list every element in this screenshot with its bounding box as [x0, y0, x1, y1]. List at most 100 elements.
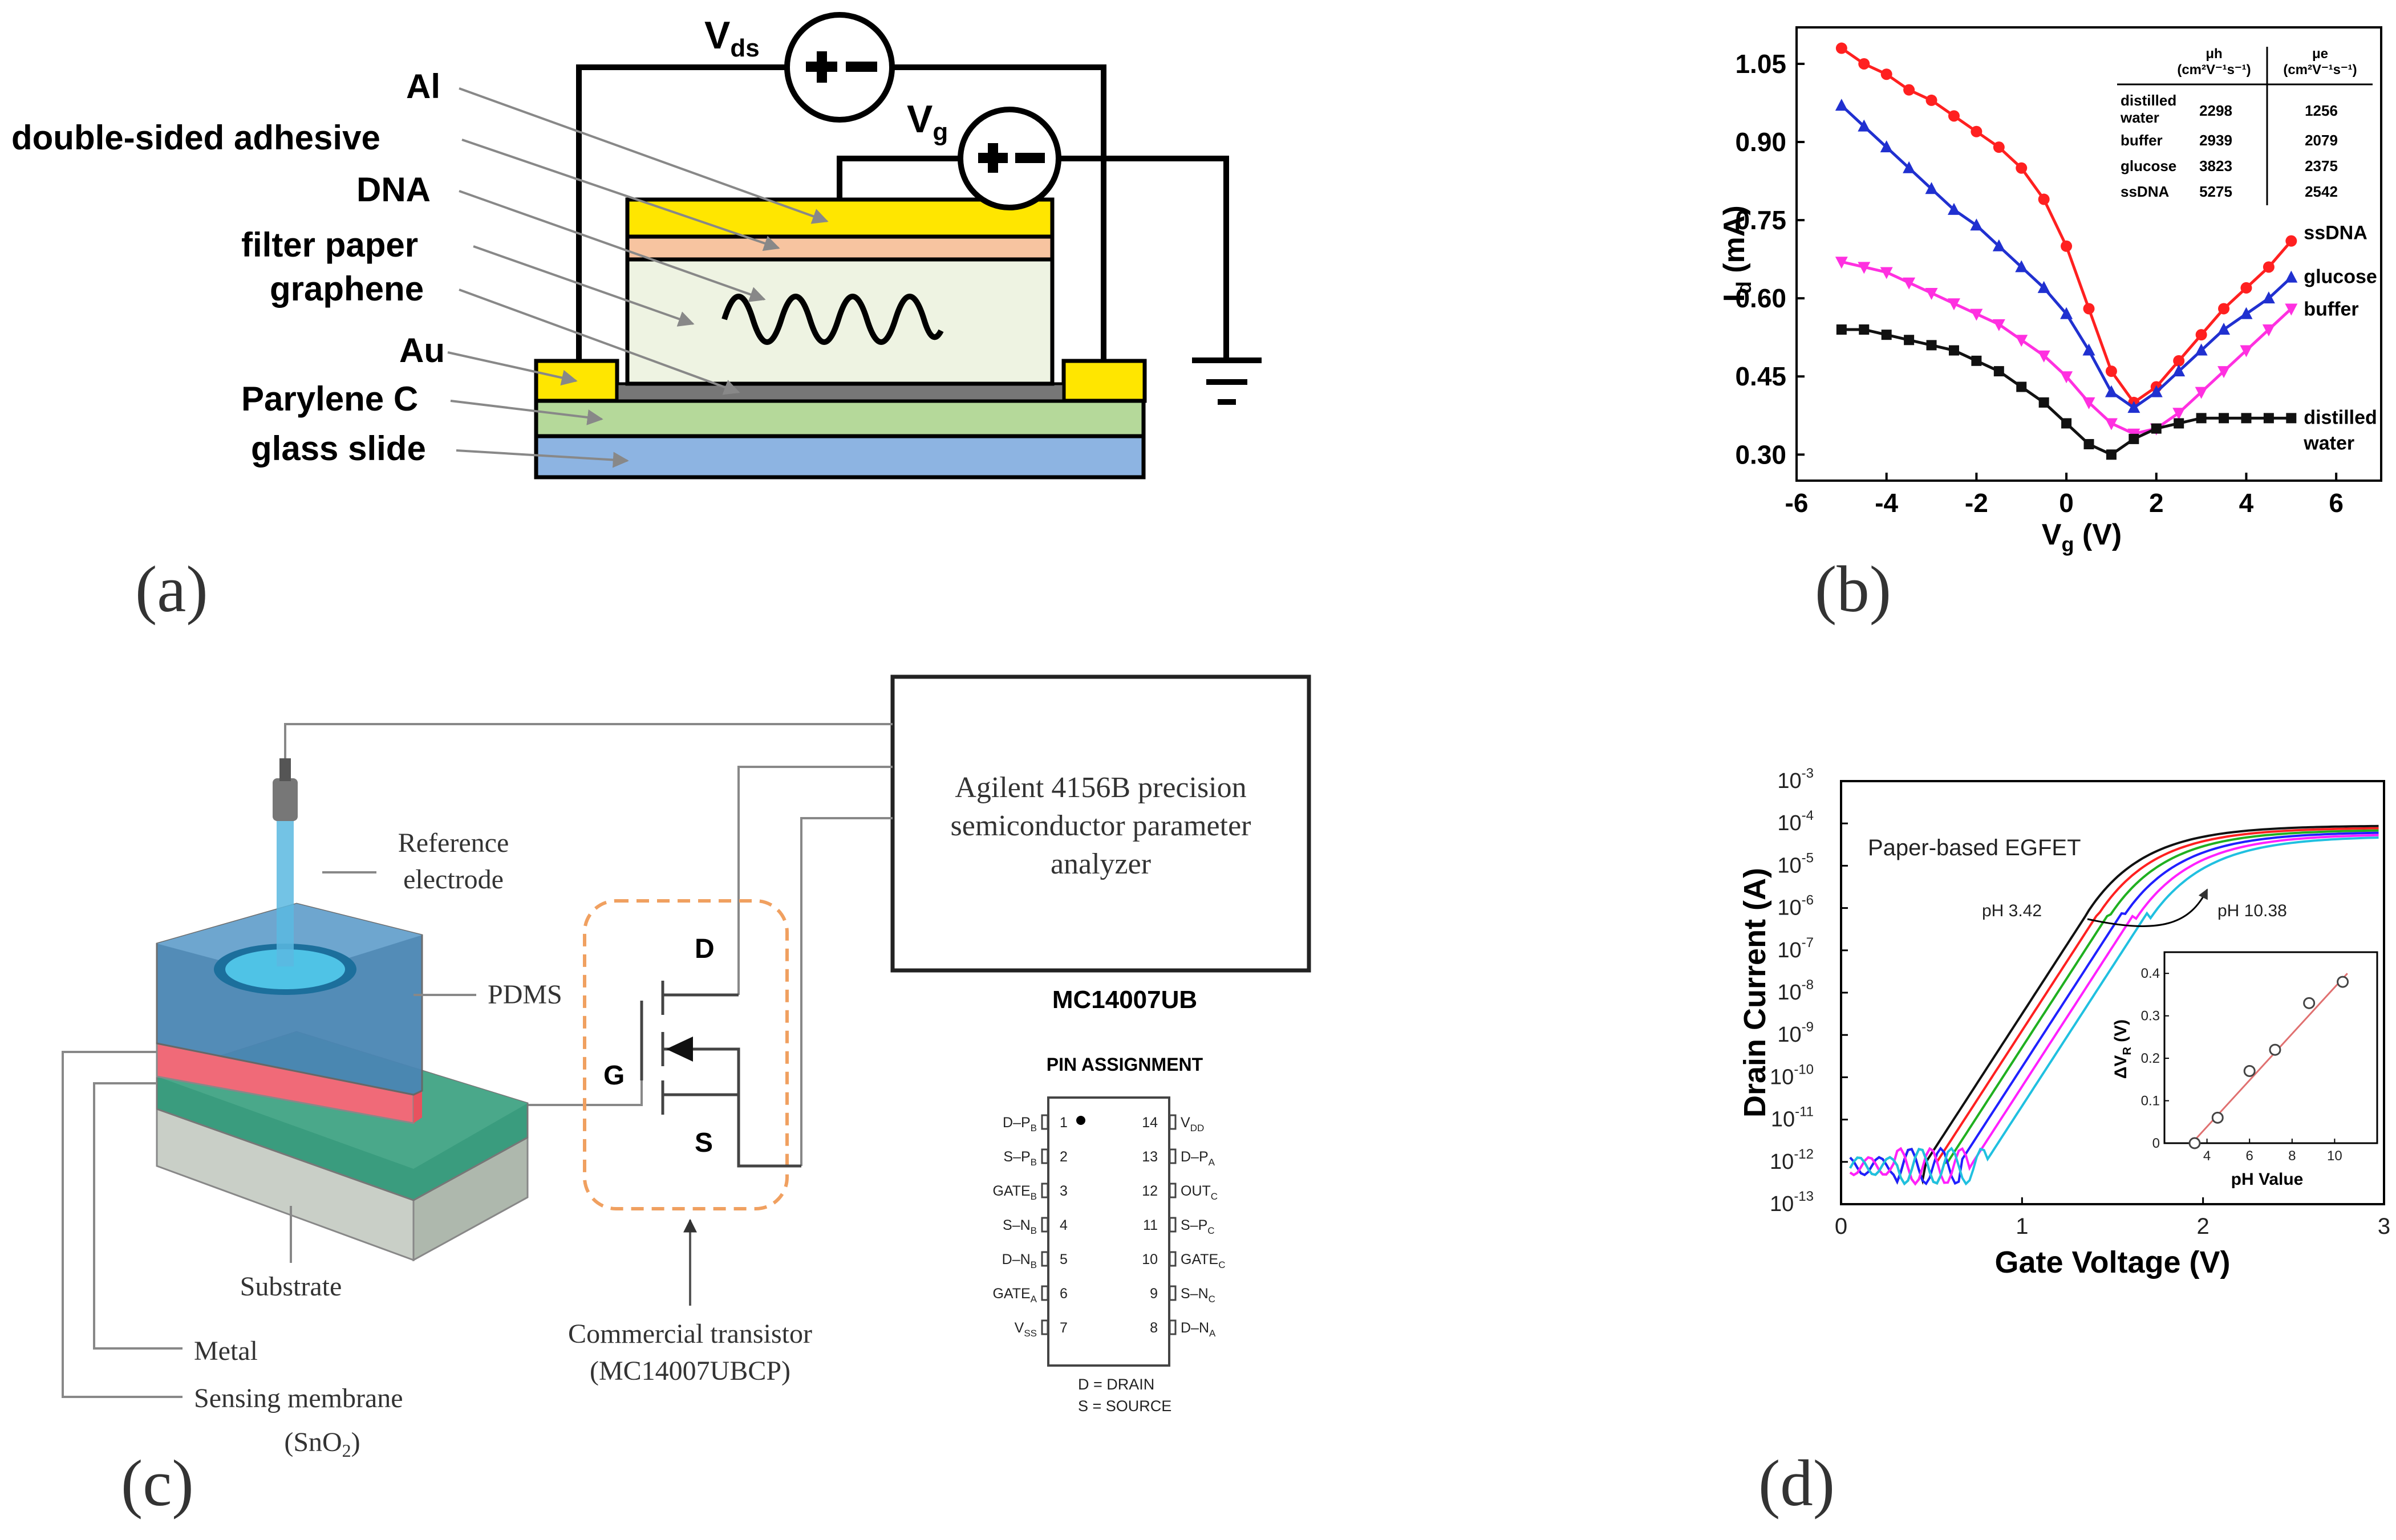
- b-data-point: [2196, 413, 2207, 424]
- table-row-name: distilled: [2121, 92, 2176, 109]
- b-label-glucose: glucose: [2304, 266, 2377, 288]
- b-xtick-label: 2: [2149, 488, 2164, 518]
- plot-d-x-axis: 0 1 2 3: [1835, 1197, 2390, 1239]
- b-ytick-label: 0.90: [1735, 127, 1786, 157]
- b-ytick-label: 0.60: [1735, 283, 1786, 313]
- table-col-e-unit: (cm²V⁻¹s⁻¹): [2283, 62, 2357, 78]
- b-data-point: [1925, 94, 1937, 106]
- analyzer-line-2: semiconductor parameter: [951, 810, 1251, 842]
- b-data-point: [1881, 330, 1892, 340]
- d-ytick-label: 10-7: [1777, 935, 1814, 962]
- chip-pin-left: [1041, 1183, 1049, 1198]
- b-data-point: [2015, 335, 2028, 347]
- inset-xtick-label: 6: [2246, 1148, 2253, 1164]
- d-ytick-label: 10-13: [1770, 1189, 1814, 1216]
- chip-pin-left-num: 6: [1060, 1286, 1068, 1302]
- b-data-point: [1947, 202, 1960, 215]
- chip-pin-right-num: 9: [1150, 1286, 1158, 1302]
- chip-pin-right-num: 10: [1142, 1251, 1158, 1267]
- label-filter-paper: filter paper: [241, 226, 418, 264]
- pin-s-label: S: [695, 1128, 713, 1158]
- d-ytick-label: 10-10: [1770, 1062, 1814, 1089]
- transistor-label-1: Commercial transistor: [568, 1319, 812, 1349]
- b-data-point: [2263, 261, 2275, 273]
- inset-data-point: [2188, 1137, 2201, 1149]
- b-data-point: [2285, 235, 2297, 247]
- b-data-point: [2240, 307, 2253, 319]
- b-data-point: [1858, 119, 1871, 132]
- chip-pin-right-num: 8: [1150, 1320, 1158, 1336]
- b-data-point: [2105, 418, 2118, 430]
- graphene-layer: [615, 382, 1065, 403]
- inset-xtick-label: 10: [2327, 1148, 2342, 1164]
- metal-pointer: [93, 1082, 183, 1350]
- plot-d-y-axis: 10-3 10-4 10-5 10-6 10-7 10-8 10-9 10-10 10-11 10…: [1770, 766, 1848, 1216]
- inset-ytick-label: 0.1: [2141, 1094, 2160, 1109]
- pin-g-label: G: [603, 1060, 625, 1091]
- b-data-point: [2106, 449, 2117, 460]
- chip-pin-left: [1041, 1114, 1049, 1130]
- b-data-point: [1992, 319, 2005, 331]
- b-label-ssdna: ssDNA: [2304, 222, 2367, 244]
- b-data-point: [2151, 423, 2162, 434]
- chip-pin-left-num: 5: [1060, 1251, 1068, 1267]
- b-data-point: [2083, 439, 2094, 450]
- chip-pins-right: 14 VDD 13 D–PA 12 OUTC 11 S–PC 10 GATEC 9 S–NC 8 D–NA: [1142, 1114, 1226, 1339]
- inset-ytick-label: 0.4: [2141, 966, 2160, 981]
- b-data-point: [1926, 340, 1937, 351]
- inset-plot: 4 6 8 10 0 0.1 0.2 0.3 0.4: [2141, 966, 2349, 1164]
- ground-wire: [1058, 156, 1229, 360]
- b-data-point: [1971, 125, 1983, 137]
- chip-pin-right-name: S–PC: [1181, 1217, 1215, 1236]
- b-label-water: water: [2303, 432, 2354, 454]
- b-data-point: [1858, 262, 1871, 274]
- b-data-point: [2037, 350, 2050, 363]
- vg-label: Vg: [907, 97, 948, 146]
- d-series-line: [1849, 824, 2379, 1185]
- chip-pin-left-num: 1: [1060, 1115, 1068, 1131]
- b-data-point: [2195, 329, 2207, 341]
- glass-slide-layer: [534, 434, 1146, 480]
- b-data-point: [2285, 270, 2298, 283]
- b-data-point: [2195, 387, 2208, 399]
- b-data-point: [2240, 345, 2253, 357]
- label-dna: DNA: [356, 170, 431, 209]
- b-data-point: [2083, 303, 2095, 315]
- d-xtick-label: 1: [2016, 1214, 2028, 1239]
- b-data-point: [1880, 140, 1893, 153]
- chip-pin-left-name: VSS: [1015, 1320, 1037, 1339]
- b-data-point: [1903, 161, 1916, 173]
- b-data-point: [2217, 323, 2231, 335]
- b-data-point: [2217, 366, 2231, 379]
- b-data-point: [2037, 281, 2050, 293]
- b-ytick-label: 0.75: [1735, 205, 1786, 235]
- chip-pins-left: D–PB 1 S–PB 2 GATEB 3 S–NB 4 D–NB 5 GATEA 6 VSS 7: [992, 1114, 1068, 1339]
- b-data-point: [2060, 371, 2073, 384]
- b-data-point: [2060, 307, 2073, 319]
- b-data-point: [2262, 291, 2275, 304]
- chip-pin-right-num: 12: [1142, 1183, 1158, 1199]
- b-xtick-label: 4: [2239, 488, 2254, 518]
- transistor-arrow: [666, 1037, 693, 1062]
- b-data-point: [2038, 397, 2049, 408]
- chip-pin-right-name: VDD: [1181, 1115, 1204, 1133]
- legend-source: S = SOURCE: [1078, 1397, 1171, 1415]
- b-data-point: [1925, 182, 1938, 194]
- panel-a-label: (a): [135, 553, 208, 625]
- d-xtick-label: 0: [1835, 1214, 1847, 1239]
- vds-label: Vds: [704, 14, 760, 62]
- reference-label-2: electrode: [403, 864, 504, 895]
- plot-b-ylabel: Id (mA): [1718, 205, 1756, 302]
- chip-pin-right-name: D–PA: [1181, 1149, 1215, 1168]
- inset-ytick-label: 0: [2152, 1136, 2160, 1151]
- chip-pin-right-name: D–NA: [1181, 1320, 1216, 1339]
- transistor-label-2: (MC14007UBCP): [590, 1356, 790, 1386]
- b-data-point: [1903, 84, 1915, 96]
- b-data-point: [2082, 343, 2095, 356]
- b-xtick-label: 6: [2329, 488, 2344, 518]
- table-cell-e: 2542: [2305, 183, 2338, 200]
- chip-pin-right-num: 11: [1143, 1217, 1158, 1233]
- b-data-point: [2129, 433, 2139, 444]
- panel-c: Agilent 4156B precision semiconductor pa…: [62, 674, 1311, 1519]
- b-ytick-label: 1.05: [1735, 49, 1786, 79]
